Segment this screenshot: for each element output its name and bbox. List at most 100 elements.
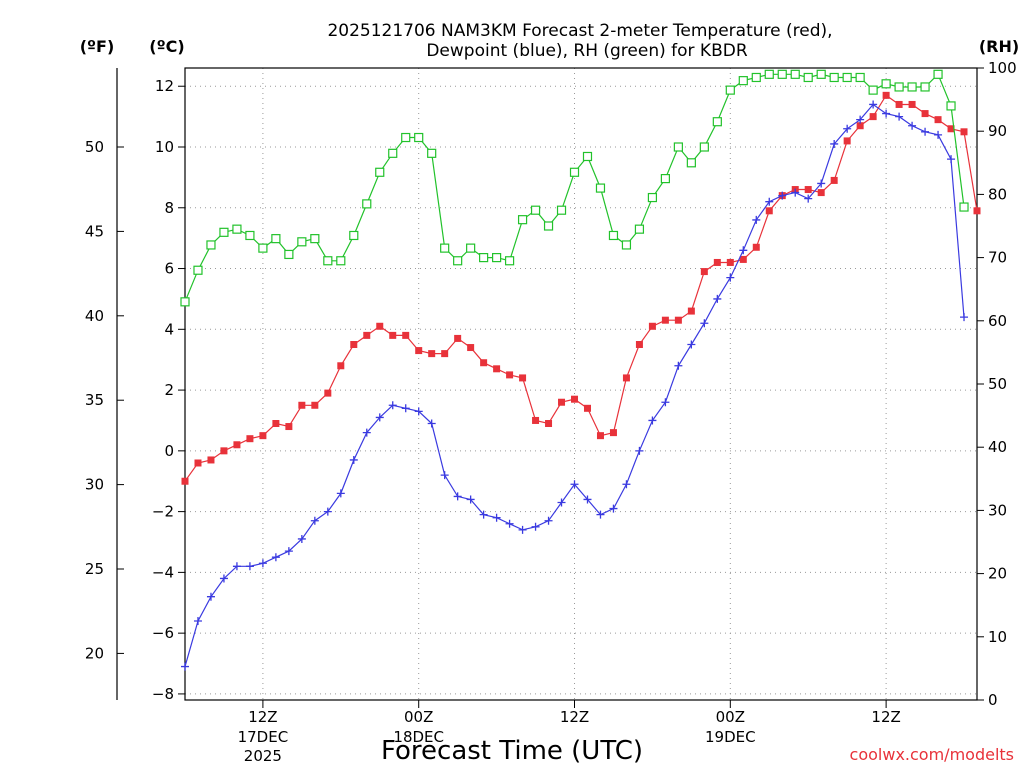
temperature-point: [856, 122, 864, 130]
temperature-point: [337, 362, 345, 370]
rh-point: [375, 167, 385, 177]
rh-point: [933, 69, 943, 79]
rh-point: [530, 205, 541, 215]
dewpoint-point: [596, 510, 605, 519]
rh-tick-label: 30: [988, 501, 1007, 519]
temperature-point: [908, 100, 916, 108]
rh-point: [647, 192, 658, 203]
dewpoint-point: [817, 179, 826, 188]
dewpoint-point: [362, 428, 371, 437]
rh-point: [634, 224, 645, 234]
rh-point: [504, 256, 515, 266]
dewpoint-point: [336, 489, 345, 498]
rh-point: [660, 174, 670, 184]
temperature-point: [181, 477, 189, 485]
dewpoint-point: [544, 516, 553, 525]
dewpoint-point: [401, 404, 410, 413]
rh-tick-label: 90: [988, 122, 1007, 140]
rh-point: [180, 297, 190, 307]
rh-point: [686, 158, 696, 168]
rh-point: [816, 69, 826, 79]
dewpoint-point: [219, 574, 228, 583]
temperature-point: [402, 331, 410, 339]
rh-point: [790, 69, 800, 79]
dewpoint-point: [726, 273, 735, 282]
rh-point: [427, 148, 437, 158]
celsius-tick-label: 4: [164, 320, 174, 338]
dewpoint-point: [609, 504, 618, 513]
temperature-point: [415, 347, 423, 355]
rh-point: [582, 151, 593, 162]
rh-point: [920, 82, 930, 92]
temperature-point: [739, 255, 747, 263]
time-tick-year: 2025: [244, 747, 282, 765]
dewpoint-point: [479, 510, 488, 519]
dewpoint-point: [181, 662, 189, 671]
celsius-tick-label: 2: [164, 381, 174, 399]
temperature-point: [635, 341, 643, 348]
dewpoint-point: [791, 188, 800, 197]
temperature-point: [428, 350, 436, 358]
dewpoint-point: [661, 398, 670, 407]
rh-unit-label: (RH): [979, 37, 1019, 56]
dewpoint-point: [843, 124, 852, 133]
temperature-point: [869, 113, 877, 121]
rh-point: [284, 249, 294, 260]
rh-point: [453, 256, 463, 266]
dewpoint-point: [635, 446, 644, 455]
rh-point: [621, 240, 632, 250]
rh-point: [543, 221, 554, 231]
rh-point: [323, 256, 333, 266]
temperature-point: [895, 100, 903, 108]
time-tick-label: 12Z: [560, 708, 589, 726]
rh-point: [479, 253, 489, 263]
rh-tick-label: 40: [988, 438, 1007, 456]
temperature-point: [285, 423, 293, 431]
fahrenheit-tick-label: 40: [85, 307, 104, 325]
temperature-point: [674, 316, 682, 324]
grid-lines: [185, 68, 977, 700]
celsius-tick-label: −2: [152, 503, 174, 521]
dewpoint-point: [687, 340, 696, 349]
dewpoint-point: [622, 480, 631, 489]
dewpoint-point: [245, 562, 254, 571]
rh-point: [946, 101, 956, 111]
temperature-point: [233, 441, 241, 449]
temperature-point: [311, 401, 319, 409]
temperature-point: [558, 398, 566, 406]
dewpoint-point: [869, 100, 878, 109]
dewpoint-point: [583, 495, 592, 504]
fahrenheit-tick-label: 35: [85, 391, 104, 409]
dewpoint-point: [284, 547, 293, 556]
temperature-point: [272, 420, 280, 427]
temperature-point: [298, 401, 306, 409]
temperature-point: [324, 389, 332, 397]
rh-point: [219, 227, 229, 237]
temperature-point: [596, 432, 604, 440]
rh-tick-label: 0: [988, 691, 998, 709]
rh-point: [881, 79, 891, 89]
series-group: [180, 69, 981, 671]
celsius-tick-label: 10: [155, 138, 174, 156]
celsius-tick-label: −4: [152, 563, 174, 581]
dewpoint-point: [856, 115, 865, 124]
fahrenheit-tick-label: 20: [85, 644, 104, 662]
dewpoint-point: [895, 112, 904, 121]
temperature-point: [441, 350, 449, 358]
rh-point: [556, 205, 567, 215]
temperature-point: [843, 137, 851, 145]
celsius-tick-label: 6: [164, 260, 174, 278]
series-1: [181, 100, 969, 671]
celsius-tick-label: 12: [155, 77, 174, 95]
dewpoint-point: [440, 471, 449, 480]
temperature-point: [532, 416, 540, 424]
series-2: [180, 69, 969, 307]
rh-point: [310, 234, 320, 244]
series-line-0: [184, 94, 978, 482]
celsius-tick-label: −8: [152, 685, 174, 703]
time-tick-date: 18DEC: [393, 728, 444, 746]
time-tick-date: 19DEC: [705, 728, 756, 746]
temperature-point: [259, 432, 267, 440]
rh-point: [297, 237, 307, 247]
dewpoint-point: [518, 525, 527, 534]
